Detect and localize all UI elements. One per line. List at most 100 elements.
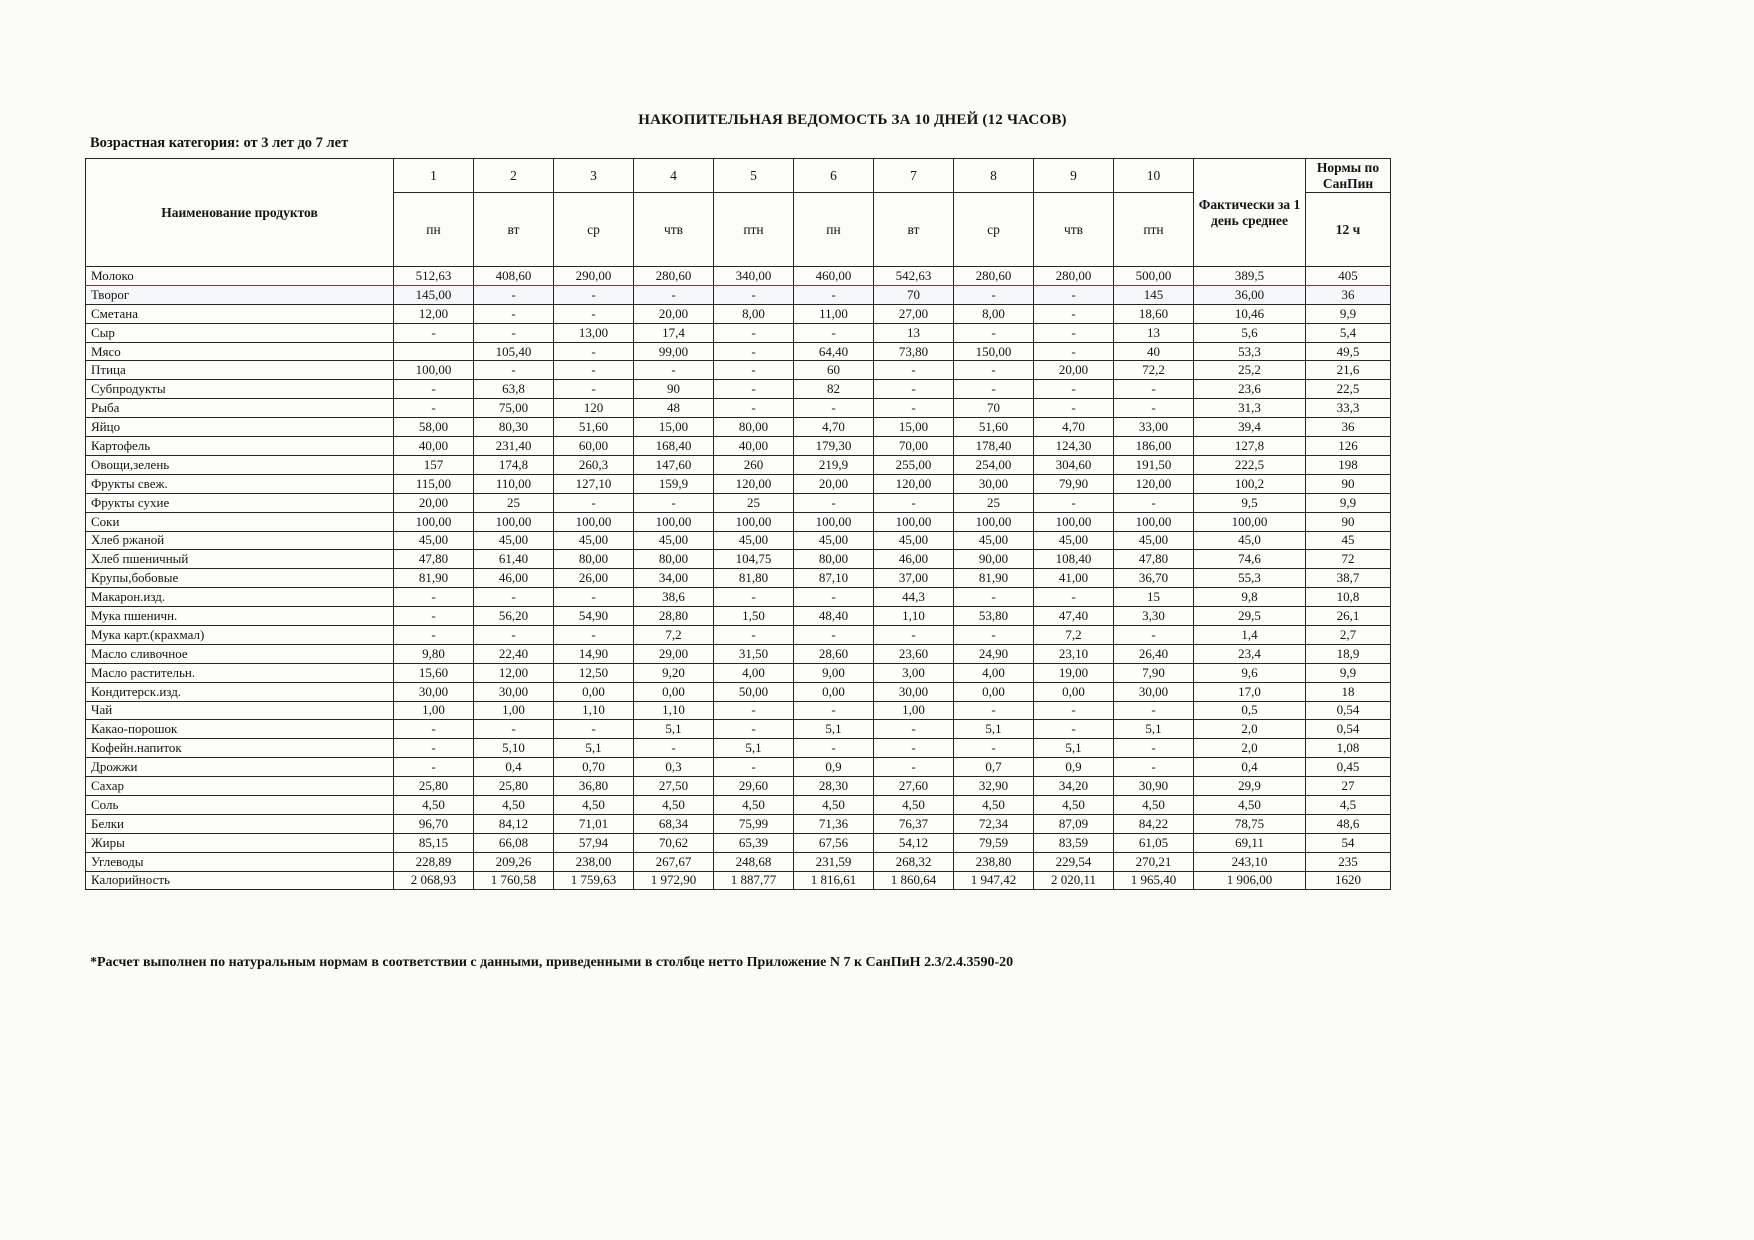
product-name: Яйцо bbox=[85, 417, 394, 438]
day-value: 1,00 bbox=[393, 700, 474, 721]
day-value: - bbox=[1113, 757, 1194, 778]
day-value: 81,90 bbox=[393, 568, 474, 589]
table-row: Макарон.изд. - - -38,6- -44,3- -15 9,8 10,8 bbox=[85, 587, 1391, 608]
product-name: Хлеб ржаной bbox=[85, 530, 394, 551]
day-value: 1 887,77 bbox=[713, 870, 794, 891]
day-value: - bbox=[793, 700, 874, 721]
day-value: 1 860,64 bbox=[873, 870, 954, 891]
product-name: Какао-порошок bbox=[85, 719, 394, 740]
day-value: 267,67 bbox=[633, 851, 714, 872]
day-value: 4,00 bbox=[713, 662, 794, 683]
day-value: - bbox=[713, 700, 794, 721]
day-value: 8,00 bbox=[953, 303, 1034, 324]
day-value: 1,10 bbox=[553, 700, 634, 721]
day-value: 150,00 bbox=[953, 341, 1034, 362]
day-value: 82 bbox=[793, 379, 874, 400]
day-value: 1 816,61 bbox=[793, 870, 874, 891]
day-value: 268,32 bbox=[873, 851, 954, 872]
day-name-header: ср bbox=[953, 192, 1034, 268]
table-row: Творог 145,00- - - - -70- -145 36,00 36 bbox=[85, 284, 1391, 305]
day-value: 168,40 bbox=[633, 436, 714, 456]
sanpin-norm-value: 18 bbox=[1305, 681, 1391, 702]
daily-average-value: 100,00 bbox=[1193, 511, 1306, 532]
day-value: 408,60 bbox=[473, 266, 554, 286]
day-value: - bbox=[553, 303, 634, 324]
day-name-header: вт bbox=[473, 192, 554, 268]
sanpin-norm-value: 0,54 bbox=[1305, 700, 1391, 721]
day-value: 260 bbox=[713, 454, 794, 475]
day-value: 66,08 bbox=[473, 832, 554, 853]
table-row: Хлеб ржаной 45,00 45,00 45,00 45,00 45,00 45,0… bbox=[85, 530, 1391, 551]
daily-average-value: 45,0 bbox=[1193, 530, 1306, 551]
daily-average-value: 29,9 bbox=[1193, 776, 1306, 796]
day-value: 4,50 bbox=[473, 794, 554, 815]
product-name: Калорийность bbox=[85, 870, 394, 891]
day-value: 30,00 bbox=[473, 681, 554, 702]
day-value: 45,00 bbox=[633, 530, 714, 551]
day-value: 4,50 bbox=[1113, 794, 1194, 815]
sanpin-norm-value: 18,9 bbox=[1305, 643, 1391, 664]
day-name-header: чтв bbox=[633, 192, 714, 268]
sanpin-norm-value: 235 bbox=[1305, 851, 1391, 872]
product-name: Углеводы bbox=[85, 851, 394, 872]
day-value: 13 bbox=[1113, 322, 1194, 343]
daily-average-column-header: Фактически за 1 день среднее bbox=[1193, 157, 1306, 268]
day-value: - bbox=[1113, 624, 1194, 645]
day-value: 53,80 bbox=[953, 606, 1034, 626]
day-name-header: чтв bbox=[1033, 192, 1114, 268]
day-value bbox=[393, 341, 474, 362]
day-value: 1 759,63 bbox=[553, 870, 634, 891]
day-value: 60,00 bbox=[553, 436, 634, 456]
day-value: 219,9 bbox=[793, 454, 874, 475]
day-value: 28,60 bbox=[793, 643, 874, 664]
table-row: Жиры 85,15 66,08 57,94 70,62 65,39 67,56 54,12 7… bbox=[85, 832, 1391, 853]
day-value: - bbox=[473, 360, 554, 381]
day-value: 1,10 bbox=[633, 700, 714, 721]
day-value: 28,80 bbox=[633, 606, 714, 626]
table-row: Хлеб пшеничный 47,80 61,40 80,00 80,00 104,75… bbox=[85, 549, 1391, 570]
day-value: 280,00 bbox=[1033, 266, 1114, 286]
day-value: - bbox=[793, 587, 874, 608]
header-row-day-numbers: Наименование продуктов 1 2 3 4 5 6 7 8 9 10 Фактич… bbox=[85, 157, 1391, 268]
day-value: 1,00 bbox=[473, 700, 554, 721]
day-value: 9,00 bbox=[793, 662, 874, 683]
day-value: 30,90 bbox=[1113, 776, 1194, 796]
day-value: 15,00 bbox=[873, 417, 954, 438]
day-value: 191,50 bbox=[1113, 454, 1194, 475]
day-value: 81,80 bbox=[713, 568, 794, 589]
day-value: 512,63 bbox=[393, 266, 474, 286]
daily-average-value: 2,0 bbox=[1193, 738, 1306, 759]
sanpin-norm-value: 27 bbox=[1305, 776, 1391, 796]
product-name: Овощи,зелень bbox=[85, 454, 394, 475]
day-value: 120,00 bbox=[873, 473, 954, 494]
day-value: 25 bbox=[953, 492, 1034, 513]
day-value: 12,50 bbox=[553, 662, 634, 683]
sanpin-norm-value: 0,45 bbox=[1305, 757, 1391, 778]
daily-average-value: 222,5 bbox=[1193, 454, 1306, 475]
sanpin-norm-value: 4,5 bbox=[1305, 794, 1391, 815]
day-value: 9,20 bbox=[633, 662, 714, 683]
calculation-footnote: *Расчет выполнен по натуральным нормам в… bbox=[90, 955, 1014, 970]
day-value: 120,00 bbox=[713, 473, 794, 494]
day-value: 100,00 bbox=[793, 511, 874, 532]
day-value: 25 bbox=[713, 492, 794, 513]
product-name: Сметана bbox=[85, 303, 394, 324]
day-value: 26,40 bbox=[1113, 643, 1194, 664]
day-value: - bbox=[553, 341, 634, 362]
day-value: 30,00 bbox=[953, 473, 1034, 494]
daily-average-value: 53,3 bbox=[1193, 341, 1306, 362]
day-value: 13,00 bbox=[553, 322, 634, 343]
day-value: - bbox=[953, 738, 1034, 759]
day-value: - bbox=[1033, 719, 1114, 740]
day-value: - bbox=[393, 587, 474, 608]
daily-average-value: 1,4 bbox=[1193, 624, 1306, 645]
daily-average-value: 55,3 bbox=[1193, 568, 1306, 589]
product-name: Масло растительн. bbox=[85, 662, 394, 683]
day-value: 48,40 bbox=[793, 606, 874, 626]
table-row: Чай 1,00 1,00 1,10 1,10- -1,00- - -0,5 0,54 bbox=[85, 700, 1391, 721]
day-value: 110,00 bbox=[473, 473, 554, 494]
day-value: - bbox=[1033, 398, 1114, 419]
sanpin-norm-value: 405 bbox=[1305, 266, 1391, 286]
day-name-header: птн bbox=[713, 192, 794, 268]
table-row: Калорийность 2 068,93 1 760,58 1 759,63 1 97… bbox=[85, 870, 1391, 891]
